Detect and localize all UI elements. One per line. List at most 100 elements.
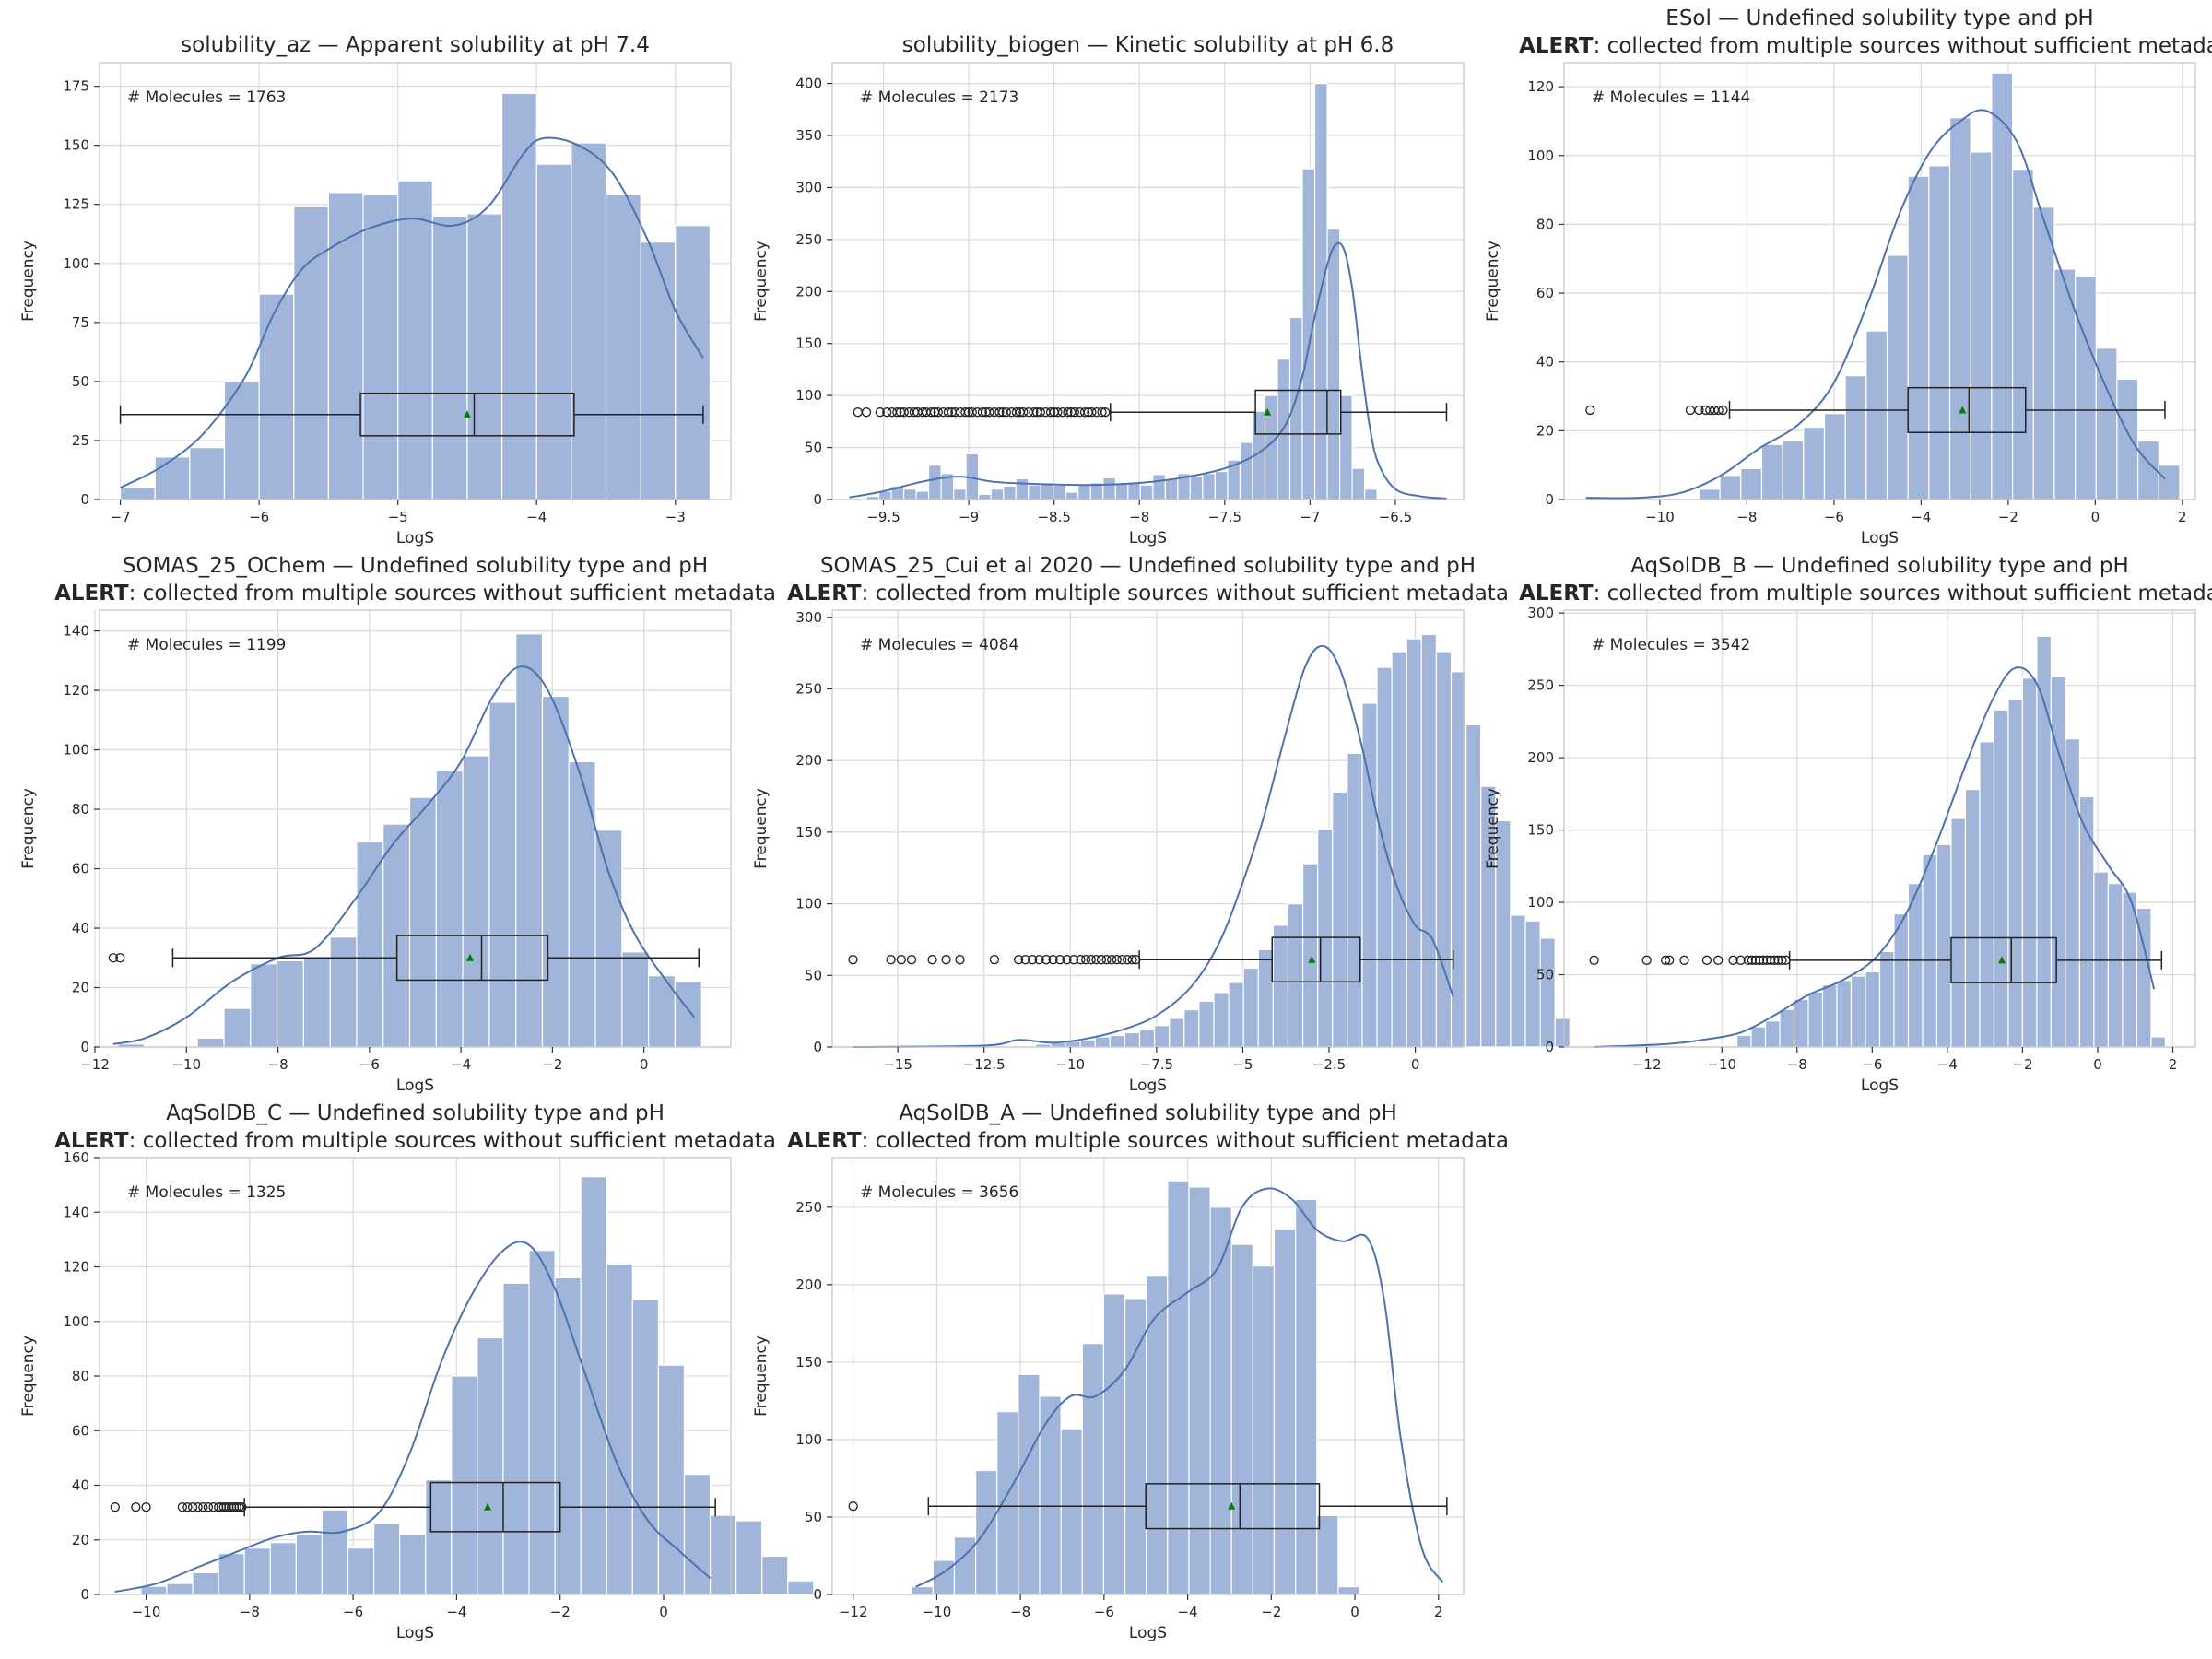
boxplot-mean-marker [1998,956,2006,964]
histogram-bar [1257,948,1274,1048]
histogram-bar [640,241,677,500]
y-tick-label: 80 [72,801,89,818]
y-tick-label: 200 [795,1277,822,1293]
histogram-bar [1164,477,1179,500]
y-tick-label: 400 [795,76,822,92]
histogram-bar [1230,1243,1253,1595]
histogram-bar [1209,1206,1232,1595]
boxplot-outlier [1076,955,1086,965]
y-tick-label: 125 [63,196,89,213]
histogram-bar [295,1534,324,1595]
panel-alert: ALERT: collected from multiple sources w… [54,1129,776,1153]
x-tick-label: −8 [1010,1604,1030,1620]
histogram-bar [1391,651,1407,1048]
boxplot-outlier [1079,407,1090,418]
kde-line [1585,109,2166,500]
histogram-bar [356,841,384,1048]
boxplot-outlier [1068,955,1079,965]
histogram-bar [1823,413,1846,500]
histogram-bar [1865,330,1888,500]
chart-panel-5: −15 −12.5 −10 −7.5 −5 −2.5 0 0 50 100 150 200 250 300… [752,554,1571,1095]
boxplot-outlier [1665,955,1675,965]
y-tick-label: 100 [63,255,89,272]
boxplot-outlier [1018,407,1029,418]
histogram-bar [397,180,433,500]
histogram-bar [466,213,503,500]
boxplot-box [1145,1483,1321,1530]
histogram-bar [1213,992,1230,1048]
molecule-count-annotation: # Molecules = 2173 [860,88,1018,107]
boxplot-outlier [853,407,863,418]
histogram-bar [515,633,544,1048]
boxplot-outlier [1001,407,1011,418]
x-tick-label: −2 [550,1604,571,1620]
boxplot-outlier [177,1502,187,1512]
y-tick-label: 50 [72,373,89,390]
y-tick-label: 40 [1536,354,1554,371]
histogram-bar [140,1585,168,1595]
histogram-bar [1146,1275,1169,1595]
histogram-bar [218,1552,245,1595]
boxplot-outlier [1713,955,1724,965]
x-tick-label: −6.5 [1379,509,1412,525]
histogram-bar [1114,483,1129,500]
boxplot-mean-marker [1308,955,1316,963]
x-tick-label: −7.5 [1140,1056,1173,1073]
histogram-bar [425,1478,453,1595]
y-tick-label: 75 [72,314,89,331]
histogram-bar [1040,482,1054,500]
histogram-bar [709,1514,737,1595]
x-tick-label: −12 [80,1056,110,1073]
histogram-bar [1893,913,1910,1048]
y-axis-label: Frequency [19,241,38,322]
histogram-bar [1936,843,1952,1048]
y-tick-label: 250 [1527,677,1554,694]
histogram-bar [293,206,330,500]
y-tick-label: 0 [813,1039,822,1055]
histogram-bar [1018,1373,1041,1595]
y-tick-label: 100 [795,896,822,912]
boxplot-outlier [1020,955,1030,965]
histogram-bar [1127,482,1141,500]
alert-text: : collected from multiple sources withou… [862,1129,1509,1153]
histogram-bar [1698,488,1721,500]
x-tick-label: −4 [451,1056,471,1073]
histogram-bar [1524,920,1541,1048]
y-axis-label: Frequency [19,1335,38,1417]
histogram-bar [1850,975,1866,1048]
boxplot-outlier [1713,405,1724,416]
axes-frame [831,609,1465,1048]
histogram-bar [502,1282,530,1595]
x-tick-label: −6 [359,1056,380,1073]
alert-text: : collected from multiple sources withou… [1594,34,2212,58]
histogram-bar [1154,1025,1171,1048]
boxplot-outlier [1766,955,1776,965]
boxplot-outlier [886,955,896,965]
boxplot-outlier [1718,405,1728,416]
histogram-bar [996,1411,1019,1595]
boxplot-outlier [899,407,909,418]
y-tick-label: 120 [1527,78,1554,95]
boxplot-outlier [1117,955,1127,965]
histogram-bar [1465,724,1482,1048]
histogram-bar [1301,168,1316,500]
histogram-bar [1079,1039,1096,1048]
boxplot-box [395,935,549,982]
histogram-bar [1406,638,1422,1048]
histogram-bar [1351,467,1366,500]
histogram-bar [568,760,596,1048]
histogram-bar [2075,275,2097,500]
panel-alert: ALERT: collected from multiple sources w… [54,582,776,606]
axes-frame [831,1157,1465,1595]
boxplot-outlier [848,955,858,965]
x-tick-label: −4 [446,1604,466,1620]
histogram-bar [1376,666,1393,1048]
panel-title: solubility_biogen — Kinetic solubility a… [902,33,1394,57]
histogram-bar [2011,169,2034,500]
boxplot-outlier [115,953,125,963]
histogram-bar [683,1474,712,1595]
histogram-bar [631,1299,659,1595]
molecule-count-annotation: # Molecules = 3542 [1592,636,1750,654]
y-tick-label: 0 [1545,491,1554,508]
